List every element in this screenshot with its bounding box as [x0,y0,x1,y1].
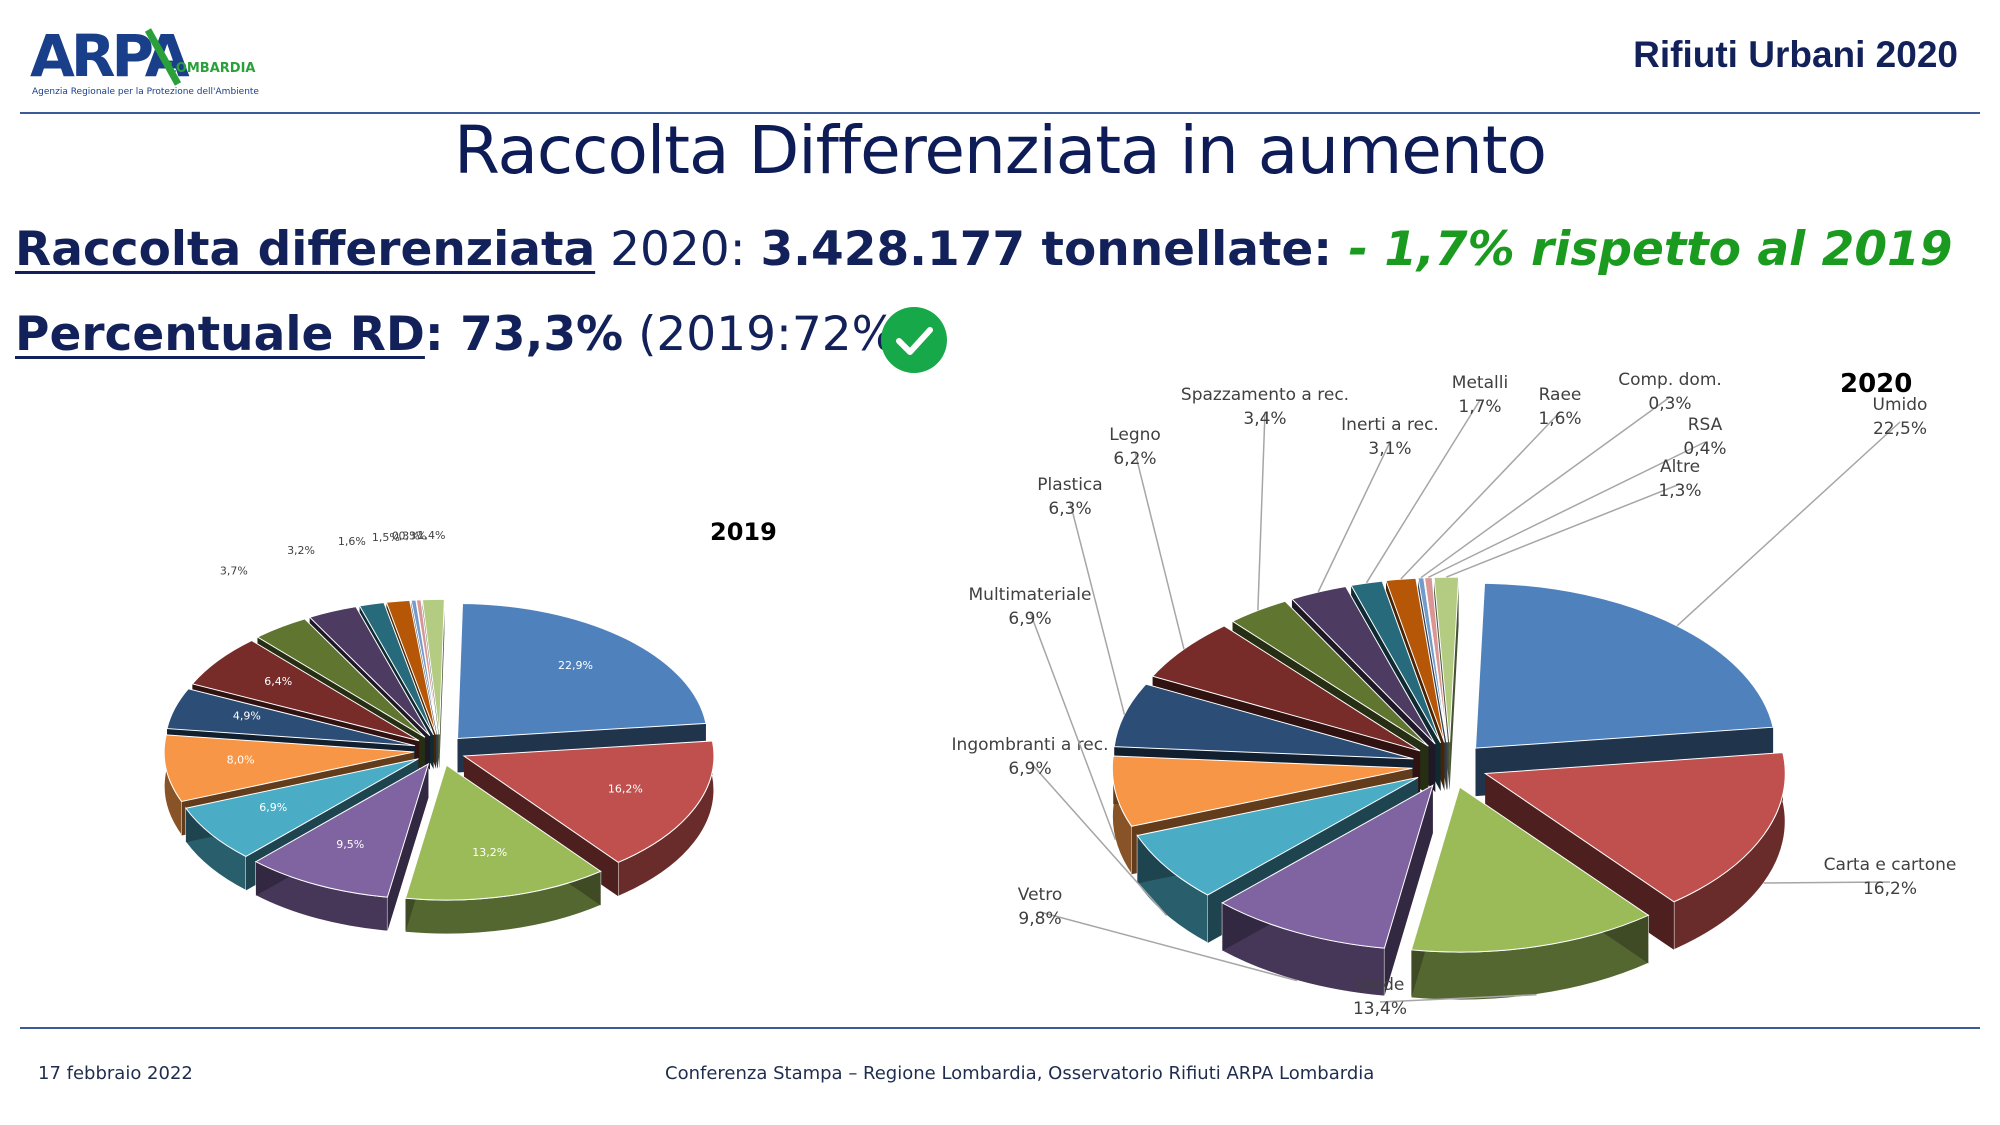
data-label-2020: 1,7% [1458,397,1501,417]
data-label-2020: 16,2% [1863,879,1917,899]
data-label-2019: 6,4% [264,675,292,688]
leader-line-2020 [1379,993,1537,1003]
svg-text:Agenzia Regionale per la Prote: Agenzia Regionale per la Protezione dell… [32,87,259,97]
category-label-2020: Carta e cartone [1824,855,1957,875]
data-label-2020: 1,3% [1658,481,1701,501]
data-label-2020: 22,5% [1873,419,1927,439]
pie-slice-vetro [1221,784,1434,997]
leader-line-2020 [1365,399,1481,584]
category-label-2020: Altre [1660,457,1700,477]
rd-year: 2020: [595,222,761,277]
pie-slice-vetro [254,762,430,932]
leader-line-2020 [1400,411,1561,580]
data-label-2019: 3,2% [287,544,315,557]
summary-line-1: Raccolta differenziata 2020: 3.428.177 t… [15,222,1952,277]
rd-amount: 3.428.177 tonnellate: [760,222,1333,277]
category-label-2020: Vetro [1018,885,1062,905]
data-label-2019: 1,5% [372,531,400,544]
data-label-2020: 6,2% [1113,449,1156,469]
data-label-2020: 3,1% [1368,439,1411,459]
page-title: Raccolta Differenziata in aumento [454,112,1547,189]
leader-line-2020 [1676,421,1901,627]
category-label-2020: RSA [1688,415,1723,435]
leader-line-2020 [1039,911,1298,982]
leader-line-2020 [1446,483,1681,578]
category-label-2020: Metalli [1452,373,1508,393]
pie-slice-carta-e-cartone [1483,752,1786,951]
data-label-2019: 0,3% [392,530,420,543]
chart-2019-title: 2019 [710,518,777,546]
data-label-2019: 1,4% [417,529,445,542]
rd-percent-label: Percentuale RD [15,307,425,362]
data-label-2019: 1,6% [338,535,366,548]
footer-divider [20,1027,1980,1029]
data-label-2020: 1,6% [1538,409,1581,429]
data-label-2019: 6,9% [259,801,287,814]
rd-percent-prev: (2019:72%) [623,307,915,362]
data-label-2019: 8,0% [227,754,255,767]
leader-line-2020 [1069,501,1126,715]
data-label-2020: 0,4% [1683,439,1726,459]
data-label-2019: 4,9% [233,710,261,723]
header-title: Rifiuti Urbani 2020 [1633,34,1958,75]
data-label-2020: 3,4% [1243,409,1286,429]
category-label-2020: Inerti a rec. [1341,415,1439,435]
footer-conference: Conferenza Stampa – Regione Lombardia, O… [665,1063,1375,1084]
chart-2020-title: 2020 [1840,369,1912,399]
pie-slice-verde [1410,786,1650,1001]
leader-line-2020 [1134,451,1185,650]
data-label-2020: 6,9% [1008,759,1051,779]
leader-line-2020 [1427,441,1706,579]
rd-label: Raccolta differenziata [15,222,596,277]
leader-line-2020 [1029,611,1117,841]
data-label-2020: 0,3% [1648,394,1691,414]
data-label-2019: 16,2% [608,782,643,795]
category-label-2020: Multimateriale [969,585,1092,605]
rd-percent-value: 73,3% [443,307,624,362]
leader-line-2020 [1029,761,1168,916]
pie-slice-verde [404,764,602,935]
category-label-2020: Umido [1873,395,1928,415]
header-divider [20,112,1980,114]
leader-line-2020 [1763,881,1891,884]
data-label-2019: 3,7% [220,565,248,578]
arpa-logo: ARPA LOMBARDIA Agenzia Regionale per la … [30,22,270,106]
category-label-2020: Plastica [1037,475,1102,495]
category-label-2020: Ingombranti a rec. [952,735,1109,755]
data-label-2020: 13,4% [1353,999,1407,1019]
rd-change: - 1,7% rispetto al 2019 [1332,222,1953,277]
rd-percent-colon: : [424,307,444,362]
category-label-2020: Verde [1356,975,1405,995]
footer-date: 17 febbraio 2022 [38,1063,193,1084]
data-label-2019: 13,2% [472,846,507,859]
category-label-2020: Spazzamento a rec. [1181,385,1349,405]
category-label-2020: Comp. dom. [1618,370,1722,390]
category-label-2020: Legno [1109,425,1161,445]
data-label-2019: 9,5% [336,838,364,851]
category-label-2020: Raee [1539,385,1582,405]
leader-line-2020 [1420,396,1671,579]
summary-line-2: Percentuale RD: 73,3% (2019:72%) [15,307,915,362]
data-label-2019: 22,9% [558,659,593,672]
svg-text:LOMBARDIA: LOMBARDIA [168,61,255,76]
pie-chart-2019: 2019 22,9% 16,2% 13,2% 9,5% 6,9% 8,0% 4,9% 6,4% 3… [163,518,777,935]
data-label-2020: 6,9% [1008,609,1051,629]
leader-line-2020 [1257,411,1266,611]
leader-line-2020 [1317,441,1391,593]
data-label-2020: 6,3% [1048,499,1091,519]
check-icon [880,306,948,374]
data-label-2020: 9,8% [1018,909,1061,929]
data-label-2019: 0,3% [399,529,427,542]
